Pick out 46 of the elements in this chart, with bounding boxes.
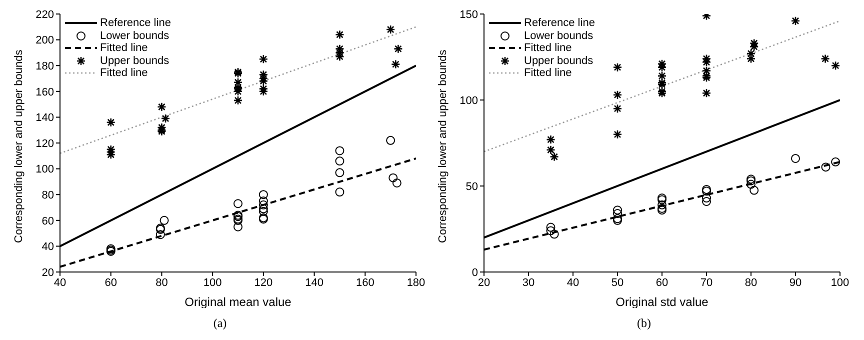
text: (a) bbox=[212, 316, 228, 331]
y-tick-label: 140 bbox=[36, 112, 54, 124]
x-tick-label: 160 bbox=[356, 276, 374, 289]
y-tick-label: 40 bbox=[42, 241, 54, 254]
x-tick-label: 90 bbox=[789, 276, 802, 289]
x-tick-label: 80 bbox=[156, 276, 168, 289]
y-tick-label: 0 bbox=[472, 266, 478, 279]
y-axis-title: Corresponding lower and upper bounds bbox=[12, 49, 25, 243]
legend-label: Fitted line bbox=[100, 42, 148, 54]
legend-label: Fitted line bbox=[100, 67, 148, 80]
x-tick-label: 40 bbox=[54, 276, 66, 289]
x-tick-label: 120 bbox=[254, 276, 273, 289]
y-tick-label: 100 bbox=[460, 94, 478, 107]
text: (b) bbox=[636, 316, 652, 331]
y-tick-label: 80 bbox=[42, 190, 54, 202]
legend-label: Upper bounds bbox=[524, 54, 594, 67]
x-tick-label: 50 bbox=[611, 276, 624, 289]
x-tick-label: 140 bbox=[305, 276, 324, 289]
x-tick-label: 100 bbox=[203, 276, 222, 289]
x-tick-label: 100 bbox=[830, 276, 850, 289]
y-tick-label: 100 bbox=[36, 164, 54, 176]
x-tick-label: 60 bbox=[104, 276, 117, 289]
legend-label: Reference line bbox=[100, 17, 171, 30]
y-tick-label: 200 bbox=[36, 34, 54, 47]
y-tick-label: 220 bbox=[36, 8, 54, 21]
y-tick-label: 50 bbox=[466, 180, 478, 193]
y-axis-title: Corresponding lower and upper bounds bbox=[436, 49, 449, 243]
y-tick-label: 60 bbox=[42, 215, 54, 228]
x-tick-label: 30 bbox=[522, 276, 535, 289]
legend-label: Reference line bbox=[524, 17, 595, 30]
y-tick-label: 180 bbox=[36, 60, 54, 73]
y-tick-label: 160 bbox=[36, 86, 54, 98]
y-tick-label: 20 bbox=[42, 266, 54, 279]
legend-label: Lower bounds bbox=[100, 30, 170, 42]
legend-label: Fitted line bbox=[524, 67, 572, 80]
x-tick-label: 40 bbox=[566, 276, 580, 289]
x-tick-label: 180 bbox=[406, 276, 426, 289]
legend-label: Upper bounds bbox=[100, 54, 170, 67]
legend-label: Lower bounds bbox=[524, 30, 594, 42]
x-tick-label: 20 bbox=[478, 276, 490, 289]
y-tick-label: 120 bbox=[36, 138, 54, 150]
legend-label: Fitted line bbox=[524, 42, 572, 54]
x-tick-label: 60 bbox=[656, 276, 668, 289]
y-tick-label: 150 bbox=[460, 8, 478, 21]
x-tick-label: 80 bbox=[744, 276, 758, 289]
x-tick-label: 70 bbox=[700, 276, 713, 289]
